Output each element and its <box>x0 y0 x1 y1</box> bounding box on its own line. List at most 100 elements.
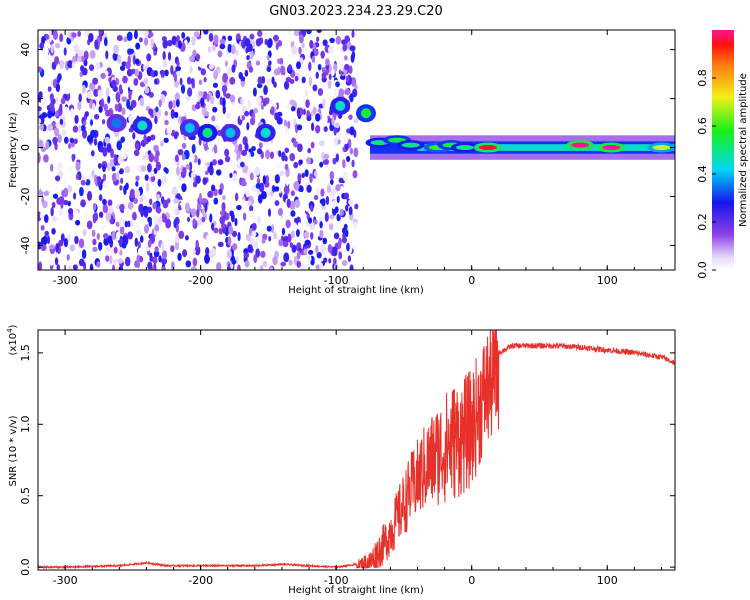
noise-blob <box>246 151 251 160</box>
noise-blob <box>245 233 251 241</box>
noise-blob <box>198 61 204 68</box>
noise-blob <box>226 67 233 76</box>
noise-blob <box>281 151 286 162</box>
noise-blob <box>328 73 332 81</box>
noise-blob <box>63 47 67 56</box>
noise-blob <box>54 175 61 182</box>
noise-blob <box>175 65 182 72</box>
noise-blob <box>190 208 197 217</box>
noise-blob <box>345 204 349 212</box>
noise-blob <box>321 204 326 211</box>
noise-blob <box>248 66 254 73</box>
noise-blob <box>278 187 282 194</box>
noise-blob <box>333 257 337 265</box>
noise-blob <box>50 207 54 217</box>
noise-blob <box>106 40 111 51</box>
noise-blob <box>344 63 350 71</box>
noise-blob <box>333 87 339 98</box>
noise-blob <box>54 257 59 266</box>
spectrogram-marks <box>38 30 675 270</box>
noise-blob <box>301 76 306 84</box>
noise-blob <box>221 97 226 108</box>
noise-blob <box>177 252 182 261</box>
noise-blob <box>261 238 266 244</box>
noise-blob <box>75 161 81 171</box>
noise-blob <box>185 235 189 241</box>
noise-blob <box>81 55 85 63</box>
noise-blob <box>260 250 266 258</box>
noise-blob <box>240 181 247 187</box>
spectrogram-x-tick-label: 100 <box>597 274 618 287</box>
noise-blob <box>114 104 119 112</box>
noise-blob <box>189 55 195 63</box>
noise-blob <box>349 93 354 103</box>
noise-blob <box>319 97 324 104</box>
noise-blob <box>269 266 274 270</box>
noise-blob <box>181 154 186 161</box>
noise-blob <box>246 122 250 131</box>
noise-blob <box>256 216 261 225</box>
noise-blob <box>105 87 110 98</box>
noise-blob <box>143 224 150 234</box>
noise-blob <box>55 243 59 253</box>
noise-blob <box>82 84 86 94</box>
noise-blob <box>216 169 222 176</box>
noise-blob <box>101 119 106 125</box>
noise-blob <box>39 42 44 50</box>
noise-blob <box>342 171 349 182</box>
noise-blob <box>226 249 232 259</box>
noise-blob <box>247 200 252 207</box>
noise-blob <box>208 30 215 34</box>
noise-blob <box>213 144 218 154</box>
noise-blob <box>116 165 121 171</box>
noise-blob <box>312 106 317 116</box>
noise-blob <box>50 43 54 54</box>
noise-blob <box>167 39 173 47</box>
noise-blob <box>190 97 195 107</box>
noise-blob <box>174 80 180 88</box>
noise-blob <box>273 186 280 192</box>
noise-blob <box>38 106 42 112</box>
noise-blob <box>286 198 291 209</box>
noise-blob <box>251 146 256 152</box>
noise-blob <box>74 114 79 124</box>
noise-blob <box>75 219 81 226</box>
noise-blob <box>254 166 261 176</box>
noise-blob <box>68 143 72 149</box>
noise-blob <box>285 177 290 187</box>
noise-blob <box>89 50 96 59</box>
noise-blob <box>150 175 156 182</box>
noise-blob <box>41 112 48 119</box>
noise-blob <box>134 189 141 199</box>
snr-x-tick-label: -300 <box>53 574 78 587</box>
noise-blob <box>217 241 224 248</box>
noise-blob <box>241 198 246 209</box>
noise-blob <box>115 172 120 180</box>
noise-blob <box>192 248 196 255</box>
noise-blob <box>73 209 79 216</box>
noise-blob <box>298 34 304 44</box>
noise-blob <box>67 184 72 193</box>
noise-blob <box>81 249 87 260</box>
noise-blob <box>89 64 95 72</box>
noise-blob <box>133 30 138 40</box>
noise-blob <box>210 222 215 231</box>
hotspot-core <box>602 145 621 151</box>
noise-blob <box>170 261 175 270</box>
noise-blob <box>321 66 326 73</box>
noise-blob <box>315 124 321 134</box>
noise-blob <box>268 60 272 66</box>
noise-blob <box>148 108 154 116</box>
noise-blob <box>38 153 41 163</box>
noise-blob <box>102 180 109 189</box>
noise-blob <box>135 58 140 65</box>
noise-blob <box>78 238 85 249</box>
noise-blob <box>192 218 196 227</box>
noise-blob <box>204 111 210 117</box>
noise-blob <box>308 249 314 255</box>
noise-blob <box>349 45 356 52</box>
noise-blob <box>224 148 230 157</box>
noise-blob <box>245 188 250 198</box>
noise-blob <box>117 155 124 165</box>
noise-blob <box>160 113 167 120</box>
